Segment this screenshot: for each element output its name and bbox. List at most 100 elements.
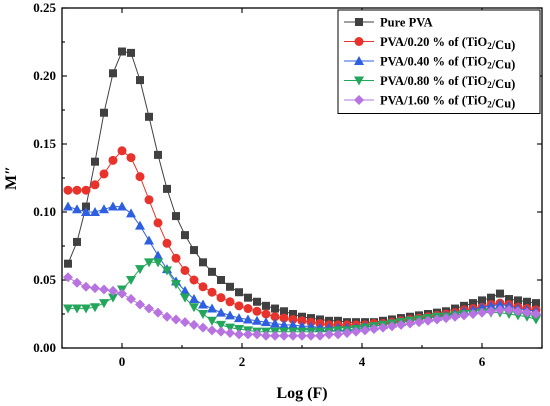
data-point xyxy=(504,304,514,315)
data-point xyxy=(243,304,253,314)
data-point xyxy=(315,330,325,341)
data-point xyxy=(387,321,397,332)
data-point xyxy=(468,309,478,319)
data-point xyxy=(531,315,541,325)
data-point xyxy=(423,315,433,326)
data-point xyxy=(226,282,234,291)
data-point xyxy=(235,288,243,297)
y-tick-label: 0.25 xyxy=(33,0,56,15)
data-point xyxy=(198,310,208,319)
x-tick-label: 6 xyxy=(479,354,486,369)
data-point xyxy=(225,328,235,339)
legend-marker xyxy=(355,18,363,26)
data-point xyxy=(126,276,136,285)
data-point xyxy=(126,153,136,163)
data-point xyxy=(118,47,126,56)
data-point xyxy=(333,329,343,340)
data-point xyxy=(81,304,91,314)
y-tick-label: 0.20 xyxy=(33,68,56,83)
data-point xyxy=(198,299,208,309)
data-point xyxy=(154,150,162,159)
legend-box xyxy=(337,9,541,114)
data-point xyxy=(117,146,127,156)
data-point xyxy=(171,280,181,290)
data-point xyxy=(495,304,505,315)
data-point xyxy=(505,295,513,304)
data-point xyxy=(108,155,118,165)
data-point xyxy=(270,318,280,328)
data-point xyxy=(478,296,486,305)
legend: Pure PVA PVA/0.20 % of (TiO2/Cu) PVA/0.40 … xyxy=(337,9,541,114)
data-point xyxy=(261,317,271,327)
legend-marker xyxy=(354,37,364,46)
data-point xyxy=(532,299,540,308)
y-tick-label: 0.10 xyxy=(33,204,56,219)
data-point xyxy=(243,314,253,324)
data-point xyxy=(181,231,189,240)
data-point xyxy=(262,301,270,310)
data-point xyxy=(172,212,180,221)
data-point xyxy=(136,76,144,85)
data-point xyxy=(144,303,154,314)
data-point xyxy=(513,306,523,317)
axes: 0 2 4 6 0.00 0.05 0.10 0.15 0.20 0.25 xyxy=(33,0,543,369)
data-point xyxy=(163,184,171,193)
data-point xyxy=(441,313,451,324)
y-tick-label: 0.05 xyxy=(33,272,56,287)
data-point xyxy=(369,323,379,334)
data-point xyxy=(63,272,73,283)
data-point xyxy=(496,289,504,298)
legend-item: PVA/0.80 % of (TiO2/Cu) xyxy=(344,74,515,91)
data-point xyxy=(109,69,117,78)
data-point xyxy=(288,330,298,341)
data-point xyxy=(324,329,334,340)
data-point xyxy=(279,313,289,323)
data-point xyxy=(208,267,216,276)
x-tick-label: 4 xyxy=(359,354,366,369)
data-point xyxy=(91,157,99,166)
data-point xyxy=(144,195,154,205)
data-point xyxy=(432,314,442,325)
data-point xyxy=(252,329,262,340)
data-point xyxy=(216,293,226,303)
data-point xyxy=(90,303,100,313)
data-point xyxy=(198,282,208,292)
data-point xyxy=(73,237,81,246)
data-point xyxy=(63,185,73,195)
data-point xyxy=(108,293,118,303)
data-point xyxy=(99,169,109,179)
data-point xyxy=(244,293,252,302)
data-point xyxy=(189,275,199,285)
data-point xyxy=(180,317,190,328)
data-point xyxy=(82,202,90,211)
data-point xyxy=(145,112,153,121)
data-point xyxy=(135,220,145,230)
data-point xyxy=(225,310,235,320)
data-point xyxy=(270,330,280,341)
data-point xyxy=(199,258,207,267)
data-point xyxy=(135,172,145,182)
data-point xyxy=(207,287,217,297)
data-point xyxy=(450,311,460,322)
data-point xyxy=(261,330,271,341)
data-point xyxy=(514,296,522,305)
data-point xyxy=(495,299,505,309)
legend-item: PVA/0.40 % of (TiO2/Cu) xyxy=(344,55,515,72)
data-point xyxy=(63,201,73,211)
data-point xyxy=(100,108,108,117)
data-point xyxy=(90,207,100,216)
data-point xyxy=(297,330,307,341)
legend-item: Pure PVA xyxy=(344,16,433,30)
data-point xyxy=(153,218,163,228)
data-point xyxy=(99,204,109,214)
legend-item: PVA/1.60 % of (TiO2/Cu) xyxy=(344,94,515,111)
data-point xyxy=(162,311,172,322)
data-point xyxy=(162,238,172,248)
data-point xyxy=(72,204,82,214)
legend-marker xyxy=(354,95,364,105)
data-point xyxy=(162,266,172,276)
legend-label: Pure PVA xyxy=(380,16,433,30)
data-point xyxy=(72,277,82,288)
data-point xyxy=(459,310,469,321)
